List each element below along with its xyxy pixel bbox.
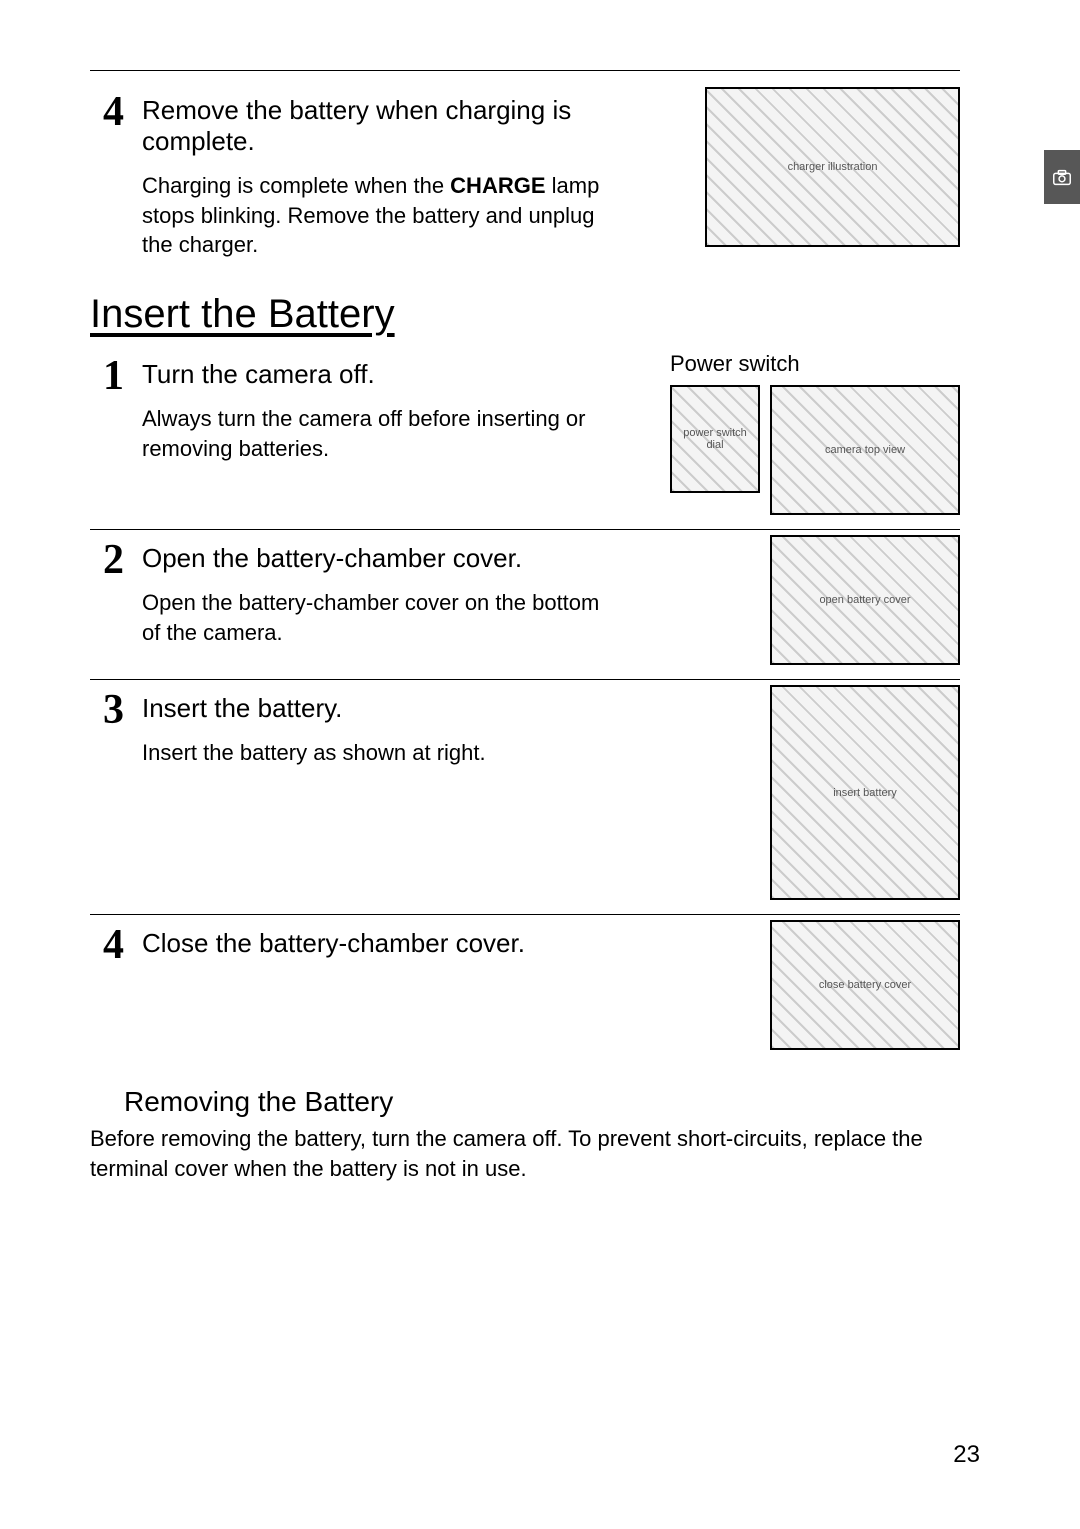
page-number: 23 <box>953 1441 980 1469</box>
figure-row: close battery cover <box>770 920 960 1050</box>
step-figure: Power switch power switch dialcamera top … <box>670 351 960 515</box>
figure-box: camera top view <box>770 385 960 515</box>
figure-box: insert battery <box>770 685 960 900</box>
figure-caption: Power switch <box>670 351 960 377</box>
insert-battery-steps: 1 Turn the camera off. Always turn the cam… <box>90 345 960 1064</box>
step-figure: close battery cover <box>770 920 960 1050</box>
step-figure: open battery cover <box>770 535 960 665</box>
insert-step-2: 2Open the battery-chamber cover.Open the… <box>90 529 960 679</box>
step-figure: insert battery <box>770 685 960 900</box>
removing-desc: Before removing the battery, turn the ca… <box>90 1124 960 1183</box>
top-rule <box>90 70 960 71</box>
figure-placeholder: camera top view <box>772 387 958 513</box>
step-body: Close the battery-chamber cover. <box>142 920 752 973</box>
figure-box: open battery cover <box>770 535 960 665</box>
section-tab <box>1044 150 1080 204</box>
step-title: Close the battery-chamber cover. <box>142 928 752 959</box>
step-number: 3 <box>90 685 124 731</box>
step-number: 4 <box>90 920 124 966</box>
insert-step-3: 3 Insert the battery. Insert the battery a… <box>90 679 960 914</box>
desc-prefix: Charging is complete when the <box>142 173 450 198</box>
step-title: Open the battery-chamber cover. <box>142 543 752 574</box>
charger-illustration: charger illustration <box>707 89 958 245</box>
figure-row: open battery cover <box>770 535 960 665</box>
step-desc: Charging is complete when the CHARGE lam… <box>142 171 612 260</box>
step-number: 2 <box>90 535 124 581</box>
subheading-removing: Removing the Battery <box>124 1086 960 1118</box>
step-body: Open the battery-chamber cover. Open the … <box>142 535 752 647</box>
step-desc: Insert the battery as shown at right. <box>142 738 612 768</box>
step-body: Turn the camera off. Always turn the came… <box>142 351 652 463</box>
step-body: Insert the battery. Insert the battery as… <box>142 685 752 768</box>
figure-row: insert battery <box>770 685 960 900</box>
figure-placeholder: open battery cover <box>772 537 958 663</box>
figure-row: power switch dialcamera top view <box>670 385 960 515</box>
figure-box: close battery cover <box>770 920 960 1050</box>
insert-step-4: 4 Close the battery-chamber cover. close b… <box>90 914 960 1064</box>
desc-bold: CHARGE <box>450 173 545 198</box>
figure-box: power switch dial <box>670 385 760 493</box>
step-title: Insert the battery. <box>142 693 752 724</box>
step-number: 4 <box>90 87 124 133</box>
step-figure: charger illustration <box>705 87 960 247</box>
step-title: Turn the camera off. <box>142 359 652 390</box>
figure-placeholder: insert battery <box>772 687 958 898</box>
figure-placeholder: power switch dial <box>672 387 758 491</box>
step-body: Remove the battery when charging is comp… <box>142 87 687 260</box>
page-content: 4 Remove the battery when charging is co… <box>90 70 960 1183</box>
section-title-insert-battery: Insert the Battery <box>90 292 960 337</box>
step-number: 1 <box>90 351 124 397</box>
figure-charger: charger illustration <box>705 87 960 247</box>
camera-setup-icon <box>1051 166 1073 188</box>
charge-step-4: 4 Remove the battery when charging is co… <box>90 81 960 274</box>
step-title: Remove the battery when charging is comp… <box>142 95 687 157</box>
figure-placeholder: close battery cover <box>772 922 958 1048</box>
insert-step-1: 1 Turn the camera off. Always turn the cam… <box>90 345 960 529</box>
step-desc: Always turn the camera off before insert… <box>142 404 612 463</box>
step-desc: Open the battery-chamber cover on the bo… <box>142 588 612 647</box>
